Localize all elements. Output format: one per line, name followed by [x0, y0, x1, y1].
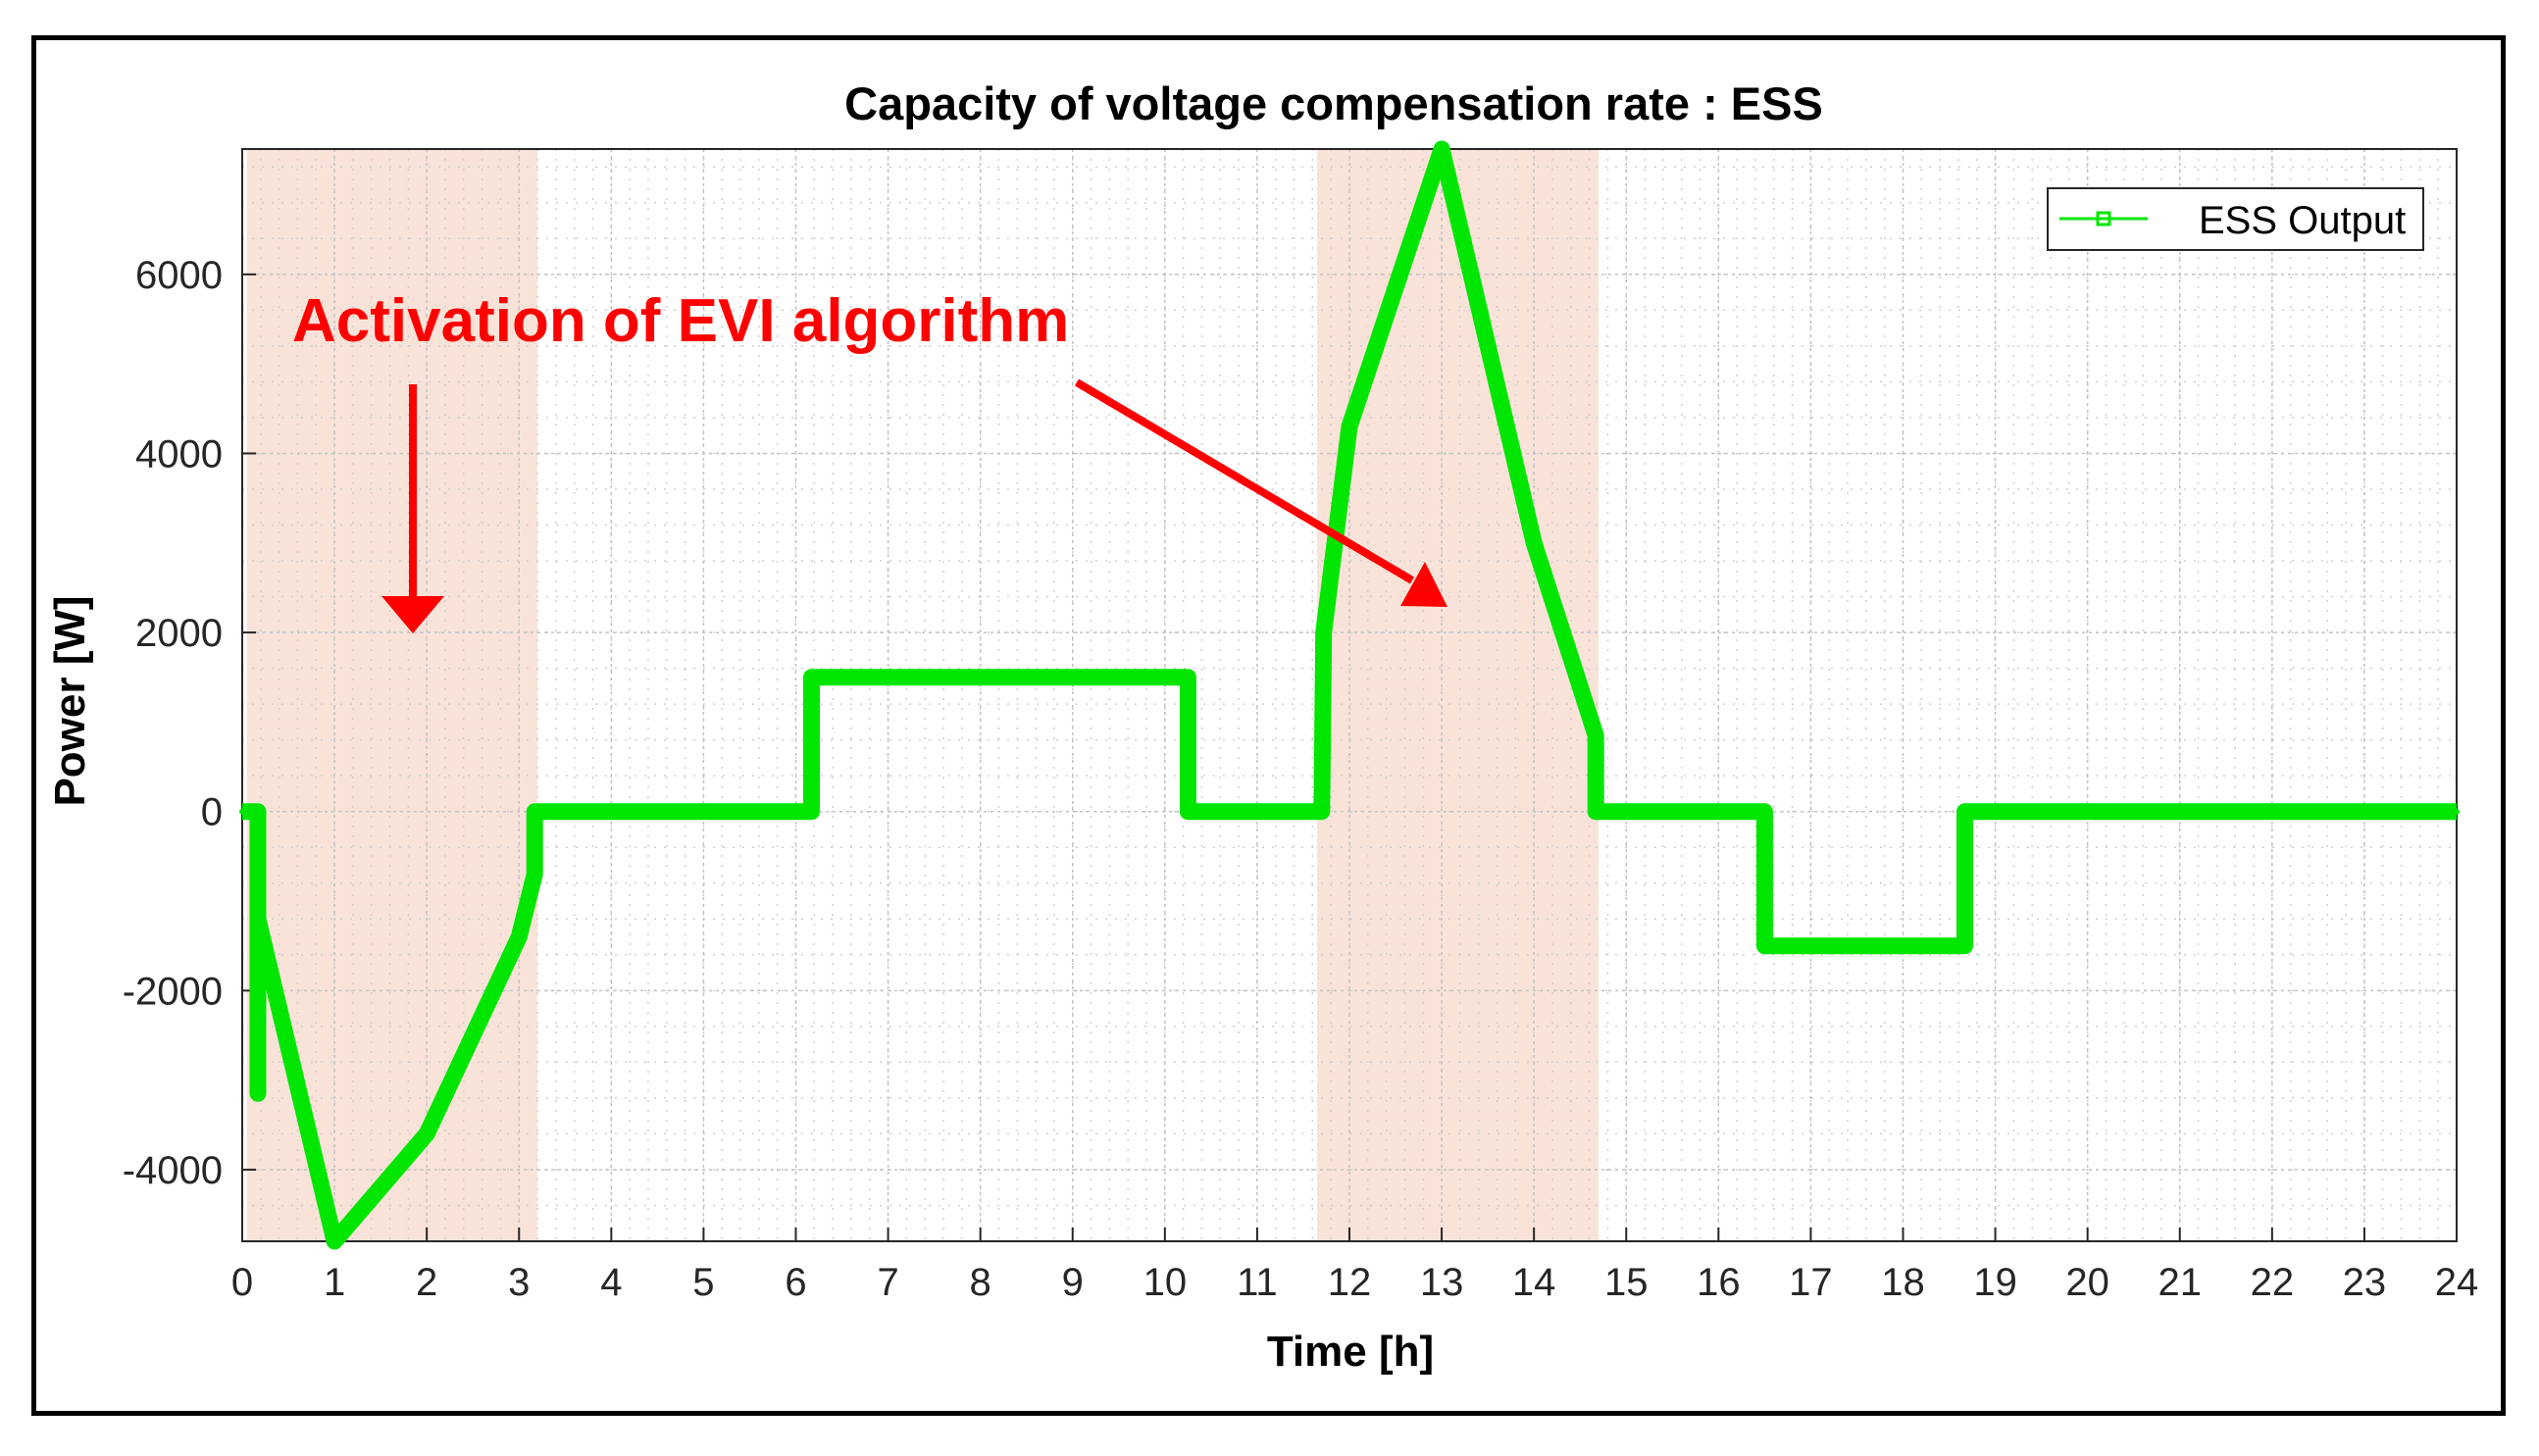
chart-title: Capacity of voltage compensation rate : …: [844, 77, 1823, 129]
axis-ticks: 0 1 2 3 4 5 6 7 8 9 10 11 12 13 14 15 16 17 18 19 20 21 22 23 24…: [123, 254, 2479, 1304]
series-point: [532, 871, 538, 878]
x-tick-label: 0: [231, 1261, 253, 1304]
annotation-arrow-down: [381, 384, 444, 633]
x-tick-label: 16: [1697, 1261, 1741, 1304]
series-point: [808, 674, 815, 680]
series-point: [331, 1238, 338, 1244]
legend-marker: [2096, 211, 2111, 226]
series-point: [516, 933, 523, 940]
x-axis-label: Time [h]: [1267, 1328, 1434, 1376]
series-point: [1318, 808, 1325, 815]
y-tick-label: -2000: [123, 970, 223, 1013]
x-tick-label: 5: [692, 1261, 714, 1304]
x-tick-label: 13: [1420, 1261, 1464, 1304]
series-point: [2454, 808, 2460, 815]
series-layer: [239, 140, 2460, 1250]
y-tick-label: 0: [201, 791, 223, 834]
series-point: [1439, 146, 1446, 152]
x-tick-label: 4: [600, 1261, 622, 1304]
series-point: [532, 808, 538, 815]
series-point: [1593, 808, 1600, 815]
x-tick-label: 18: [1881, 1261, 1925, 1304]
series-point: [1346, 424, 1352, 430]
annotation-text: Activation of EVI algorithm: [292, 287, 1069, 355]
series-point: [792, 808, 799, 815]
series-point: [239, 808, 245, 815]
series-point: [1961, 808, 1968, 815]
series-point: [1961, 942, 1968, 949]
series-point: [1185, 745, 1192, 752]
y-tick-label: 4000: [135, 432, 223, 476]
series-point: [1761, 808, 1768, 815]
shaded-region-1: [1317, 149, 1600, 1241]
x-tick-label: 22: [2251, 1261, 2295, 1304]
y-axis-label: Power [W]: [46, 595, 94, 806]
series-point: [254, 916, 261, 923]
series-point: [254, 808, 261, 815]
legend-entry: ESS Output: [2199, 199, 2406, 242]
x-tick-label: 9: [1062, 1261, 1084, 1304]
series-point: [1320, 629, 1327, 636]
series-point: [808, 808, 815, 815]
x-tick-label: 10: [1143, 1261, 1188, 1304]
series-point: [424, 1130, 431, 1137]
x-tick-label: 2: [416, 1261, 437, 1304]
x-tick-label: 6: [785, 1261, 806, 1304]
x-tick-label: 14: [1512, 1261, 1556, 1304]
x-tick-label: 1: [324, 1261, 345, 1304]
x-tick-label: 8: [970, 1261, 991, 1304]
annotation-arrow-diagonal: [1074, 378, 1447, 607]
series-point: [1761, 942, 1768, 949]
x-tick-label: 11: [1237, 1261, 1278, 1304]
legend: ESS Output: [2047, 187, 2424, 251]
x-tick-label: 19: [1973, 1261, 2017, 1304]
series-point: [254, 1090, 261, 1097]
x-tick-label: 24: [2435, 1261, 2479, 1304]
x-tick-label: 17: [1789, 1261, 1833, 1304]
series-point: [1185, 808, 1192, 815]
y-tick-label: -4000: [123, 1149, 223, 1192]
y-tick-label: 2000: [135, 612, 223, 655]
y-tick-label: 6000: [135, 254, 223, 297]
x-tick-label: 7: [877, 1261, 898, 1304]
x-tick-label: 20: [2065, 1261, 2109, 1304]
series-point: [1531, 539, 1538, 546]
x-tick-label: 21: [2158, 1261, 2203, 1304]
x-tick-label: 15: [1604, 1261, 1649, 1304]
series-point: [1185, 674, 1192, 680]
x-tick-label: 23: [2343, 1261, 2387, 1304]
x-tick-label: 3: [508, 1261, 530, 1304]
x-tick-label: 12: [1328, 1261, 1372, 1304]
series-point: [1593, 732, 1600, 739]
